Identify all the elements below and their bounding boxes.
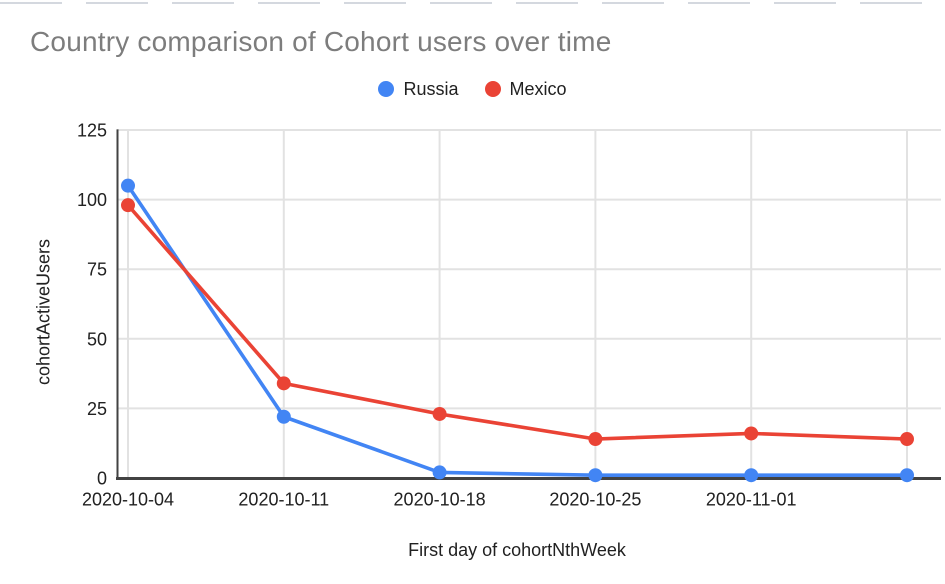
- cropped-content-artifact: [0, 2, 945, 4]
- x-tick-label: 2020-11-01: [706, 490, 797, 510]
- data-point-mexico-2[interactable]: [432, 406, 447, 421]
- data-point-russia-1[interactable]: [276, 409, 291, 424]
- data-point-mexico-1[interactable]: [276, 376, 291, 391]
- chart-title: Country comparison of Cohort users over …: [30, 26, 612, 57]
- legend-item-mexico[interactable]: Mexico: [484, 78, 567, 100]
- x-tick-label: 2020-10-11: [238, 490, 329, 510]
- series-line-mexico: [126, 203, 909, 441]
- y-tick-label: 50: [87, 329, 107, 349]
- legend-dot-mexico-icon: [484, 81, 501, 97]
- x-tick-label: 2020-10-04: [82, 490, 174, 510]
- data-point-russia-4[interactable]: [744, 468, 759, 483]
- data-point-russia-5[interactable]: [900, 468, 914, 483]
- data-point-mexico-3[interactable]: [588, 432, 603, 447]
- y-tick-label: 125: [77, 121, 107, 141]
- x-tick-label: 2020-10-18: [394, 490, 486, 510]
- y-tick-label: 100: [77, 190, 107, 210]
- data-point-russia-0[interactable]: [121, 178, 135, 193]
- y-tick-label: 25: [87, 399, 107, 419]
- data-point-mexico-0[interactable]: [121, 198, 135, 213]
- legend-label-mexico: Mexico: [509, 78, 567, 99]
- legend-label-russia: Russia: [403, 78, 459, 99]
- legend-item-russia[interactable]: Russia: [378, 78, 459, 100]
- data-point-russia-3[interactable]: [588, 468, 603, 483]
- x-axis-title: First day of cohortNthWeek: [408, 540, 626, 560]
- legend-dot-russia-icon: [378, 81, 395, 97]
- y-tick-label: 0: [97, 469, 107, 489]
- data-point-mexico-4[interactable]: [744, 426, 759, 441]
- data-point-mexico-5[interactable]: [900, 432, 914, 447]
- y-axis-title: cohortActiveUsers: [33, 238, 54, 386]
- series-line-russia: [126, 183, 909, 478]
- chart-legend: Russia Mexico: [0, 78, 945, 100]
- data-point-russia-2[interactable]: [432, 465, 447, 480]
- x-tick-label: 2020-10-25: [549, 490, 641, 510]
- y-tick-label: 75: [87, 260, 107, 280]
